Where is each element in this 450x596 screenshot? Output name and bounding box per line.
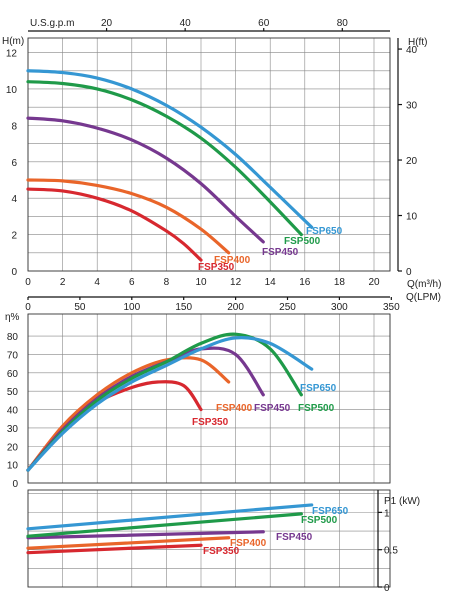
label-fsp350-panel-1: FSP350 <box>198 262 235 273</box>
curve-fsp400-panel-3 <box>26 536 231 550</box>
curve-fsp650-panel-3 <box>26 503 314 531</box>
label-fsp500-panel-2: FSP500 <box>298 403 335 414</box>
label-fsp350-panel-2: FSP350 <box>192 417 229 428</box>
curve-fsp500-panel-3 <box>26 512 303 538</box>
label-fsp400-panel-1: FSP400 <box>214 255 251 266</box>
efficiency-tick-label: 0 <box>12 479 18 490</box>
head-ft-tick-label: 0 <box>406 267 412 278</box>
head-m-tick-label: 4 <box>11 194 17 205</box>
label-fsp450-panel-1: FSP450 <box>262 247 299 258</box>
label-fsp400-panel-3: FSP400 <box>230 538 267 549</box>
q-lpm-tick-label: 100 <box>123 302 140 313</box>
q-m3h-tick-label: 12 <box>230 277 242 288</box>
top-gpm-tick-label: 40 <box>180 18 192 29</box>
curve-fsp350-panel-2 <box>26 380 203 472</box>
curve-fsp650-panel-1 <box>26 69 314 229</box>
head-m-tick-label: 0 <box>11 267 17 278</box>
power-tick-label: 0.5 <box>384 546 398 557</box>
label-fsp650-panel-3: FSP650 <box>312 506 349 517</box>
head-ft-tick-label: 40 <box>406 45 418 56</box>
top-gpm-axis-label: U.S.g.p.m <box>30 18 74 29</box>
q-lpm-tick-label: 0 <box>25 302 31 313</box>
label-fsp350-panel-3: FSP350 <box>203 546 240 557</box>
q-lpm-tick-label: 50 <box>74 302 86 313</box>
power-tick-label: 1 <box>384 508 390 519</box>
q-m3h-axis-label: Q(m³/h) <box>407 279 441 290</box>
q-m3h-tick-label: 16 <box>299 277 311 288</box>
head-ft-tick-label: 20 <box>406 156 418 167</box>
curve-fsp500-panel-1 <box>26 80 303 237</box>
power-axis-label: P1 (kW) <box>384 496 420 507</box>
label-fsp500-panel-1: FSP500 <box>284 236 321 247</box>
efficiency-tick-label: 10 <box>7 461 19 472</box>
head-m-axis-label: H(m) <box>2 36 24 47</box>
efficiency-axis-label: η% <box>5 312 20 323</box>
label-fsp400-panel-2: FSP400 <box>216 403 253 414</box>
q-m3h-tick-label: 4 <box>94 277 100 288</box>
q-m3h-tick-label: 14 <box>265 277 277 288</box>
panel-frames <box>27 28 402 588</box>
head-m-tick-label: 12 <box>6 49 18 60</box>
power-tick-label: 0 <box>384 583 390 594</box>
efficiency-tick-label: 60 <box>7 369 19 380</box>
efficiency-tick-label: 80 <box>7 332 19 343</box>
top-gpm-tick-label: 60 <box>258 18 270 29</box>
head-ft-tick-label: 30 <box>406 101 418 112</box>
efficiency-tick-label: 50 <box>7 387 19 398</box>
efficiency-tick-label: 30 <box>7 424 19 435</box>
q-lpm-tick-label: 300 <box>331 302 348 313</box>
q-m3h-tick-label: 8 <box>164 277 170 288</box>
curve-fsp400-panel-2 <box>26 356 231 472</box>
label-fsp450-panel-3: FSP450 <box>276 532 313 543</box>
efficiency-tick-label: 20 <box>7 442 19 453</box>
label-fsp650-panel-2: FSP650 <box>300 383 337 394</box>
curve-fsp350-panel-1 <box>26 187 203 262</box>
q-lpm-tick-label: 200 <box>227 302 244 313</box>
top-gpm-tick-label: 80 <box>337 18 349 29</box>
efficiency-tick-label: 70 <box>7 350 19 361</box>
q-lpm-tick-label: 350 <box>383 302 400 313</box>
curve-fsp450-panel-3 <box>26 530 265 540</box>
q-m3h-tick-label: 0 <box>25 277 31 288</box>
q-m3h-tick-label: 20 <box>368 277 380 288</box>
curve-fsp650-panel-2 <box>26 336 314 472</box>
q-lpm-axis-label: Q(LPM) <box>406 292 441 303</box>
curve-fsp450-panel-1 <box>26 116 265 244</box>
curve-fsp400-panel-1 <box>26 178 231 255</box>
series-curves <box>26 69 314 555</box>
q-m3h-tick-label: 2 <box>60 277 66 288</box>
head-ft-axis-label: H(ft) <box>408 37 427 48</box>
q-lpm-tick-label: 150 <box>175 302 192 313</box>
top-gpm-tick-label: 20 <box>101 18 113 29</box>
q-m3h-tick-label: 10 <box>195 277 207 288</box>
head-m-tick-label: 2 <box>11 231 17 242</box>
efficiency-tick-label: 40 <box>7 406 19 417</box>
label-fsp500-panel-3: FSP500 <box>301 515 338 526</box>
q-m3h-tick-label: 6 <box>129 277 135 288</box>
head-m-tick-label: 8 <box>11 121 17 132</box>
label-fsp450-panel-2: FSP450 <box>254 403 291 414</box>
head-m-tick-label: 6 <box>11 158 17 169</box>
q-lpm-tick-label: 250 <box>279 302 296 313</box>
curve-fsp350-panel-3 <box>26 543 203 555</box>
head-ft-tick-label: 10 <box>406 212 418 223</box>
head-m-tick-label: 10 <box>6 85 18 96</box>
q-m3h-tick-label: 18 <box>334 277 346 288</box>
label-fsp650-panel-1: FSP650 <box>306 226 343 237</box>
